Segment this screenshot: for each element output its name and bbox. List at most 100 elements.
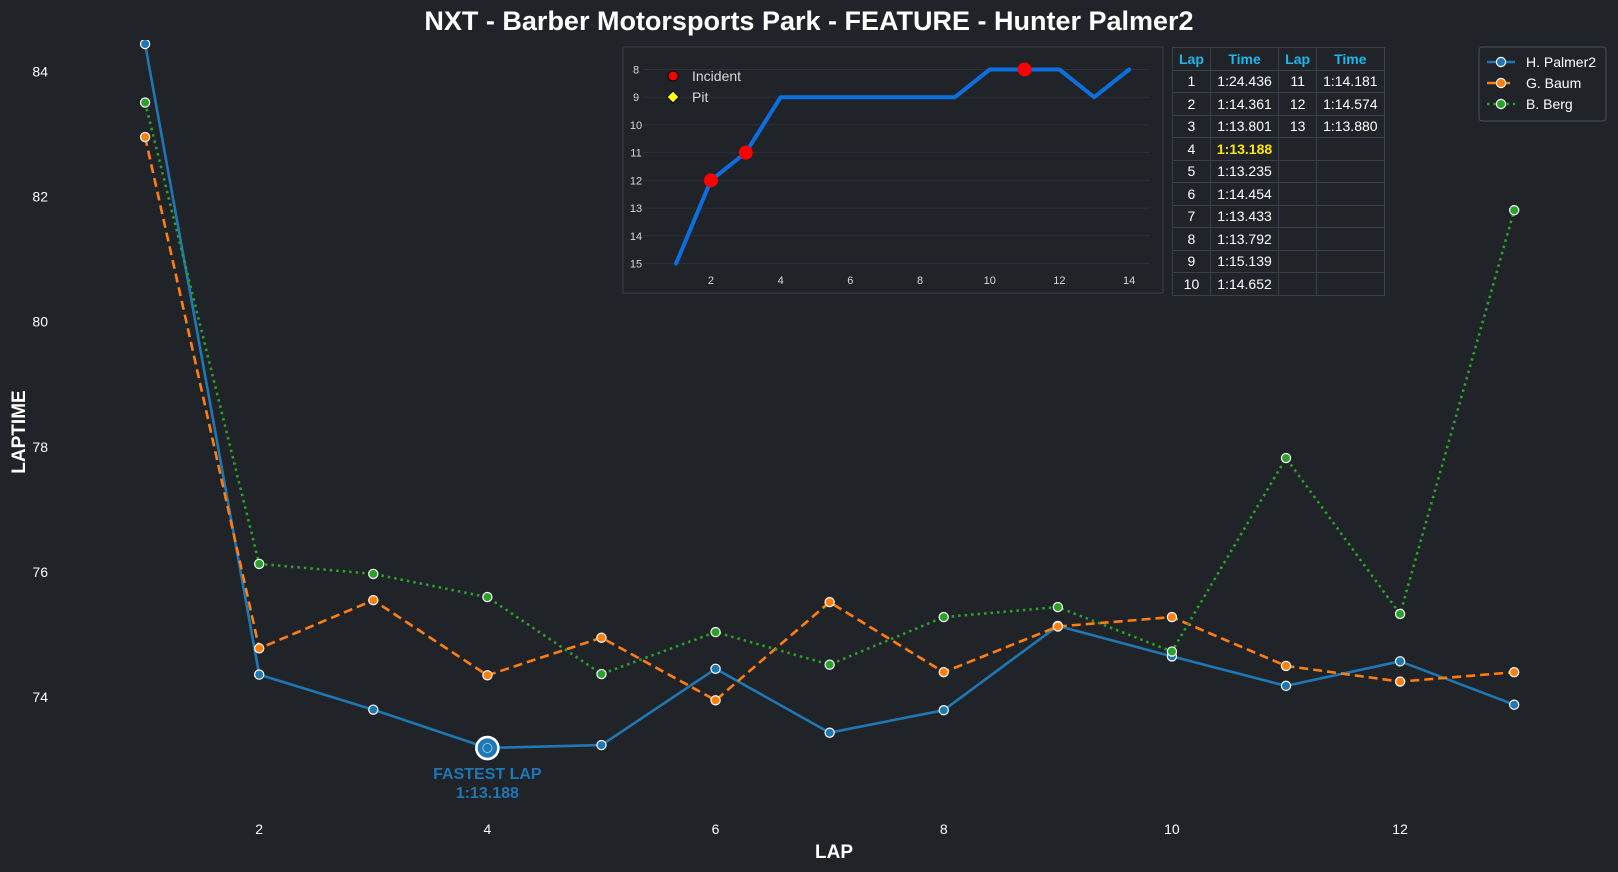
- legend-label-0: H. Palmer2: [1526, 54, 1596, 70]
- x-tick-label: 10: [1164, 821, 1180, 837]
- inset-x-tick-label: 2: [708, 275, 714, 287]
- lap-number-cell: 11: [1278, 69, 1318, 93]
- inset-x-tick-label: 10: [984, 275, 996, 287]
- x-tick-label: 8: [940, 821, 948, 837]
- series-1-point: [1508, 666, 1520, 678]
- series-2-point: [368, 568, 379, 580]
- lap-time-cell: 1:13.880: [1316, 114, 1385, 138]
- lap-time-cell: 1:13.801: [1209, 114, 1280, 138]
- x-tick-label: 12: [1392, 821, 1408, 837]
- inset-x-tick-label: 8: [917, 275, 923, 287]
- lap-table-row: 7 1:13.433: [1172, 204, 1385, 228]
- inset-x-tick-label: 14: [1123, 275, 1135, 287]
- inset-frame: [622, 46, 1164, 294]
- y-tick-label: 76: [32, 564, 48, 580]
- incident-marker: [738, 145, 753, 160]
- lap-number-cell: 4: [1172, 137, 1211, 161]
- series-1-point: [139, 131, 151, 143]
- series-1-point: [254, 643, 265, 654]
- series-1-point: [1052, 621, 1064, 632]
- lap-time-cell: 1:13.433: [1209, 204, 1280, 228]
- series-0-point: [938, 705, 949, 716]
- lap-number-cell: [1278, 204, 1318, 228]
- lap-time-cell: [1316, 204, 1385, 228]
- lap-table-header-lap: Lap: [1172, 47, 1211, 71]
- legend-marker-2: [1495, 98, 1507, 110]
- lap-number-cell: [1278, 182, 1318, 206]
- lap-time-cell: [1316, 227, 1385, 251]
- series-2-point: [1280, 452, 1292, 464]
- series-2-point: [710, 626, 721, 638]
- lap-table-row: 4 1:13.188: [1172, 137, 1385, 161]
- series-2-point: [1508, 205, 1520, 216]
- lap-number-cell: 9: [1172, 249, 1211, 273]
- series-1-point: [368, 594, 379, 606]
- series-2-point: [1052, 601, 1064, 613]
- lap-time-cell: 1:14.652: [1209, 272, 1280, 296]
- lap-number-cell: 1: [1172, 69, 1211, 93]
- series-2-point: [139, 97, 151, 108]
- lap-time-cell: 1:14.454: [1209, 182, 1280, 206]
- inset-y-tick-label: 12: [630, 175, 642, 187]
- lap-table-header-lap: Lap: [1278, 47, 1318, 71]
- series-0-point: [710, 663, 721, 674]
- inset-legend-label: Incident: [692, 68, 741, 84]
- lap-number-cell: 13: [1278, 114, 1318, 138]
- lap-number-cell: 10: [1172, 272, 1211, 296]
- inset-legend-pit-marker: [666, 90, 680, 104]
- series-1-point: [824, 596, 835, 608]
- fastest-lap-label: FASTEST LAP: [433, 766, 542, 783]
- lap-table-row: 5 1:13.235: [1172, 159, 1385, 183]
- lap-number-cell: 5: [1172, 159, 1211, 183]
- main-plot-area: [139, 40, 1520, 754]
- chart-title: NXT - Barber Motorsports Park - FEATURE …: [424, 6, 1193, 36]
- lap-time-cell: 1:14.361: [1209, 92, 1280, 116]
- y-tick-label: 74: [32, 689, 48, 705]
- lap-time-cell: 1:14.574: [1316, 92, 1385, 116]
- series-1-point: [710, 695, 721, 706]
- legend-marker-1: [1495, 77, 1507, 89]
- series-1-point: [596, 632, 607, 643]
- lap-time-cell: 1:15.139: [1209, 249, 1280, 273]
- lap-number-cell: 3: [1172, 114, 1211, 138]
- series-2-point: [596, 668, 607, 680]
- lap-time-cell: [1316, 272, 1385, 296]
- legend-label-1: G. Baum: [1526, 75, 1581, 91]
- x-tick-label: 6: [712, 821, 720, 837]
- lap-time-cell: 1:13.792: [1209, 227, 1280, 251]
- inset-x-tick-label: 12: [1053, 275, 1065, 287]
- inset-x-tick-label: 4: [778, 275, 784, 287]
- x-tick-label: 2: [255, 821, 263, 837]
- series-2-point: [254, 558, 265, 570]
- series-1-point: [482, 670, 493, 681]
- inset-y-tick-label: 11: [630, 148, 641, 160]
- y-axis-title: LAPTIME: [9, 390, 30, 473]
- inset-y-tick-label: 13: [630, 203, 642, 215]
- inset-legend-incident-marker: [667, 70, 679, 82]
- series-1-point: [1394, 676, 1406, 687]
- series-2-point: [1394, 608, 1406, 620]
- lap-number-cell: 12: [1278, 92, 1318, 116]
- position-inset-chart: 8 9 10 11 12 13 14 15 2 4 6 8 10 12 14 Incident Pit: [622, 46, 1164, 294]
- lap-number-cell: [1278, 227, 1318, 251]
- lap-time-cell: 1:13.188: [1209, 137, 1280, 161]
- lap-number-cell: 8: [1172, 227, 1211, 251]
- legend-marker-0: [1495, 56, 1507, 68]
- lap-table-row: 8 1:13.792: [1172, 227, 1385, 251]
- lap-number-cell: 2: [1172, 92, 1211, 116]
- lap-table-header-time: Time: [1209, 47, 1280, 71]
- lap-number-cell: [1278, 137, 1318, 161]
- lap-number-cell: [1278, 272, 1318, 296]
- lap-time-cell: [1316, 249, 1385, 273]
- series-2-point: [824, 659, 835, 670]
- x-axis-title: LAP: [815, 842, 853, 863]
- lap-table-row: 6 1:14.454: [1172, 182, 1385, 206]
- series-0-point: [254, 669, 265, 680]
- legend-label-2: B. Berg: [1526, 96, 1573, 112]
- legend-box: [1478, 46, 1607, 122]
- y-tick-label: 84: [32, 63, 48, 79]
- lap-time-cell: 1:24.436: [1209, 69, 1280, 93]
- series-1-point: [938, 666, 949, 678]
